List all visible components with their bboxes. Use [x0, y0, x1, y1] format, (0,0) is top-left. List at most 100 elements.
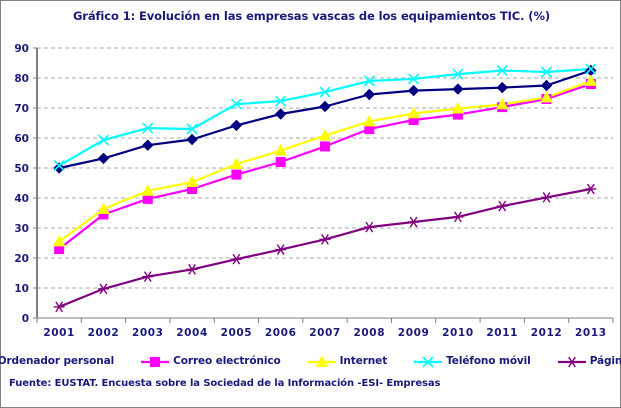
- data-point-marker: [185, 175, 199, 187]
- data-point-marker: [97, 134, 110, 146]
- x-tick-label: 2005: [221, 327, 253, 339]
- data-point-marker: [566, 356, 578, 368]
- x-tick-label: 2007: [309, 327, 341, 339]
- data-point-marker: [230, 119, 243, 132]
- legend-label: Ordenador personal: [0, 355, 115, 367]
- data-point-marker: [363, 221, 375, 233]
- y-tick-label: 40: [14, 193, 29, 205]
- data-point-marker: [452, 211, 464, 223]
- data-point-marker: [53, 301, 65, 313]
- data-point-marker: [452, 68, 464, 80]
- data-point-marker: [274, 108, 287, 120]
- data-point-marker: [585, 183, 597, 195]
- legend-label: Página Web: [589, 355, 621, 367]
- x-tick-label: 2001: [43, 327, 75, 339]
- data-point-marker: [142, 139, 154, 151]
- x-tick-label: 2008: [353, 327, 385, 339]
- data-point-marker: [275, 95, 287, 107]
- data-point-marker: [230, 98, 242, 110]
- series-markers: [52, 63, 598, 313]
- data-point-marker: [275, 157, 286, 167]
- y-tick-label: 70: [14, 103, 29, 115]
- y-tick-label: 20: [14, 253, 29, 265]
- data-point-marker: [186, 264, 198, 275]
- data-point-marker: [541, 192, 553, 203]
- data-point-marker: [585, 63, 597, 75]
- y-tick-label: 50: [14, 163, 29, 175]
- x-tick-label: 2004: [176, 327, 208, 339]
- data-point-marker: [363, 88, 376, 101]
- legend-marker-icon: [307, 354, 337, 368]
- legend-entry[interactable]: Página Web: [557, 354, 621, 368]
- data-point-marker: [53, 160, 65, 172]
- data-point-marker: [319, 100, 331, 113]
- y-tick-label: 0: [22, 313, 29, 325]
- data-point-marker: [186, 123, 198, 135]
- data-point-marker: [422, 356, 434, 368]
- x-tick-label: 2013: [575, 327, 607, 339]
- chart-legend: Ordenador personal Correo electrónico Inte…: [0, 351, 621, 371]
- chart-plot-area: 0 10 20 30 40 50 60 70 80 90 2001 2002 2003 2004 2005 2…: [14, 43, 614, 339]
- x-tick-label: 2009: [398, 327, 430, 339]
- legend-entry[interactable]: Ordenador personal: [0, 354, 114, 368]
- data-point-marker: [408, 73, 420, 85]
- x-tick-label: 2006: [265, 327, 297, 339]
- data-point-marker: [540, 90, 553, 103]
- data-point-marker: [97, 283, 109, 295]
- x-tick-label: 2012: [531, 327, 563, 339]
- legend-label: Teléfono móvil: [446, 355, 531, 367]
- legend-marker-icon: [557, 354, 587, 368]
- plot-background: [37, 48, 613, 318]
- data-point-marker: [97, 152, 110, 165]
- data-point-marker: [496, 64, 508, 77]
- data-point-marker: [363, 75, 375, 87]
- legend-entry[interactable]: Teléfono móvil: [413, 354, 531, 368]
- data-point-marker: [231, 169, 242, 180]
- data-point-marker: [274, 144, 288, 156]
- data-point-marker: [407, 84, 420, 97]
- data-point-marker: [496, 200, 508, 212]
- data-point-marker: [452, 83, 464, 95]
- data-point-marker: [230, 157, 243, 169]
- data-point-marker: [97, 202, 110, 214]
- data-point-marker: [408, 216, 420, 228]
- y-tick-label: 60: [14, 133, 29, 145]
- x-tick-label: 2011: [486, 327, 518, 339]
- x-tick-label: 2010: [442, 327, 474, 339]
- y-tick-label: 10: [14, 283, 29, 295]
- data-point-marker: [275, 244, 287, 255]
- data-point-marker: [407, 106, 420, 119]
- data-point-marker: [52, 234, 66, 247]
- data-point-marker: [186, 133, 198, 146]
- legend-label: Internet: [339, 355, 388, 367]
- legend-marker-icon: [140, 354, 170, 368]
- legend-entry[interactable]: Correo electrónico: [140, 354, 281, 368]
- data-point-marker: [53, 162, 65, 174]
- data-point-marker: [540, 66, 553, 78]
- y-tick-label: 80: [14, 73, 29, 85]
- data-point-marker: [142, 193, 153, 204]
- x-tick-label: 2002: [88, 327, 120, 339]
- data-point-marker: [150, 357, 161, 367]
- data-point-marker: [141, 184, 155, 196]
- data-point-marker: [315, 355, 328, 367]
- legend-label: Correo electrónico: [173, 355, 281, 367]
- data-point-marker: [362, 114, 376, 127]
- data-point-marker: [319, 234, 331, 245]
- data-point-marker: [230, 253, 242, 265]
- data-point-marker: [584, 74, 598, 86]
- data-point-marker: [451, 102, 465, 114]
- x-tick-label: 2003: [132, 327, 164, 339]
- data-point-marker: [142, 122, 154, 134]
- data-point-marker: [318, 129, 332, 141]
- data-point-marker: [142, 271, 154, 282]
- data-point-marker: [540, 79, 553, 92]
- data-point-marker: [320, 141, 330, 152]
- legend-marker-icon: [413, 354, 443, 368]
- data-point-marker: [495, 97, 509, 110]
- legend-entry[interactable]: Internet: [307, 354, 388, 368]
- y-tick-label: 30: [14, 223, 29, 235]
- y-tick-label: 90: [14, 43, 29, 55]
- chart-title: Gráfico 1: Evolución en las empresas vas…: [72, 9, 551, 23]
